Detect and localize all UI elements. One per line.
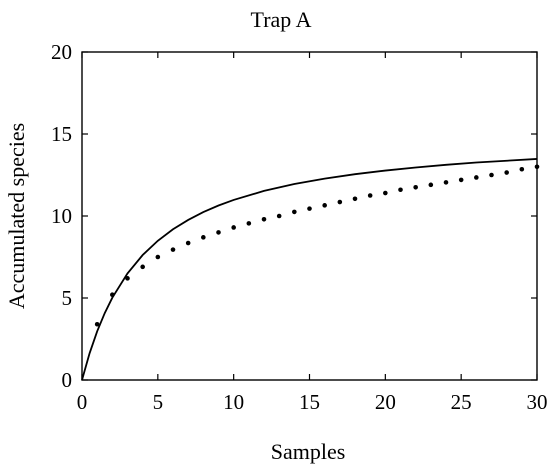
chart-title: Trap A	[251, 7, 312, 32]
data-point	[534, 164, 540, 170]
data-point	[489, 172, 494, 178]
y-tick-label: 10	[51, 204, 72, 228]
data-point	[519, 166, 525, 172]
data-point	[140, 264, 145, 270]
data-point	[185, 240, 191, 246]
x-tick-label: 10	[223, 390, 244, 414]
data-point	[216, 230, 221, 235]
y-tick-label: 20	[51, 40, 72, 64]
data-point	[504, 170, 509, 175]
observed-points-layer	[94, 164, 540, 327]
data-point	[352, 196, 358, 202]
data-point	[292, 209, 297, 215]
data-point	[458, 177, 464, 183]
data-point	[322, 203, 327, 208]
data-point	[125, 276, 130, 281]
data-point	[337, 199, 343, 205]
x-tick-label: 30	[527, 390, 548, 414]
y-tick-label: 5	[62, 286, 73, 310]
data-point	[276, 213, 282, 219]
data-point	[246, 221, 252, 226]
fit-curve-line	[81, 158, 538, 381]
data-point	[155, 254, 161, 260]
data-point	[383, 190, 388, 196]
plot-frame	[81, 51, 538, 381]
plot-area	[81, 51, 540, 381]
fit-curve-layer	[81, 158, 538, 381]
data-point	[110, 292, 115, 298]
data-point	[367, 193, 373, 198]
data-point	[413, 185, 418, 190]
data-point	[201, 235, 206, 240]
y-tick-label: 15	[51, 122, 72, 146]
data-point	[261, 216, 267, 222]
data-point	[428, 182, 434, 188]
y-axis-label: Accumulated species	[4, 123, 29, 309]
y-axis-ticks: 0 5 10 15 20	[51, 40, 537, 392]
x-tick-label: 15	[299, 390, 320, 414]
x-tick-label: 0	[77, 390, 88, 414]
data-point	[231, 225, 236, 230]
x-tick-label: 20	[375, 390, 396, 414]
x-tick-label: 5	[153, 390, 164, 414]
data-point	[307, 206, 312, 211]
data-point	[443, 180, 449, 185]
x-axis-ticks: 0 5 10 15 20 25 30	[77, 52, 548, 414]
data-point	[170, 247, 176, 252]
data-point	[474, 175, 479, 180]
y-tick-label: 0	[62, 368, 73, 392]
x-tick-label: 25	[451, 390, 472, 414]
x-axis-label: Samples	[271, 439, 346, 464]
data-point	[94, 321, 100, 327]
data-point	[398, 187, 403, 193]
